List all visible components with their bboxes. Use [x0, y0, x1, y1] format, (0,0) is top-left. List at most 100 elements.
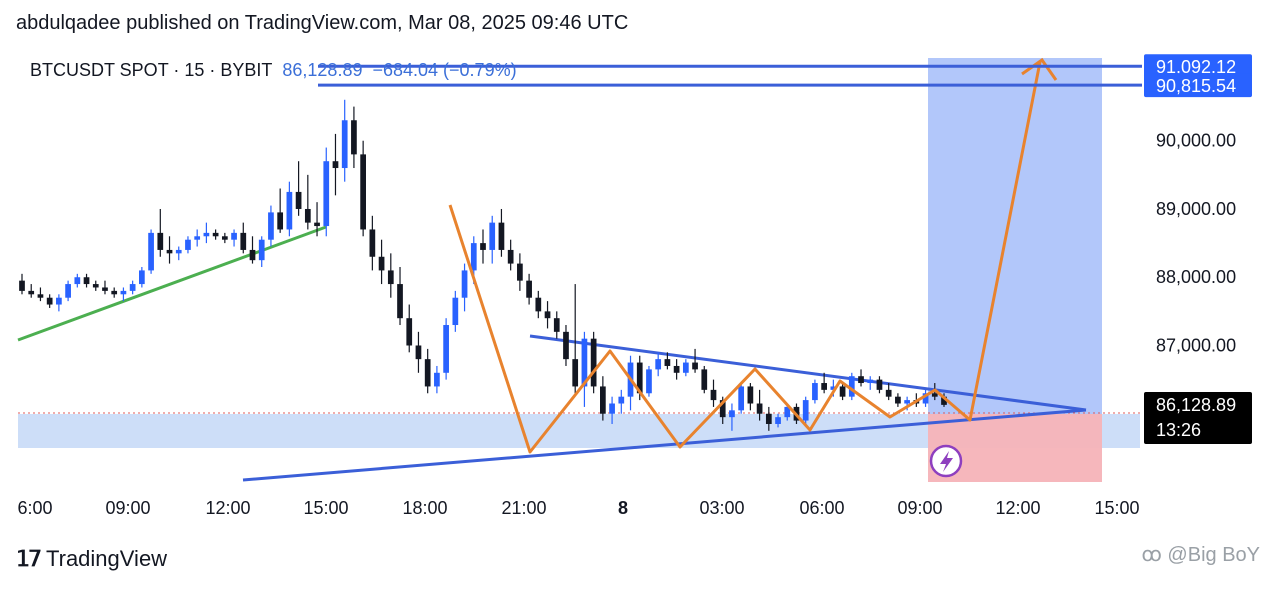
candle	[876, 376, 883, 394]
candle	[203, 222, 210, 244]
y-tick-label: 89,000.00	[1156, 199, 1236, 219]
x-tick-label: 12:00	[205, 498, 250, 518]
candle	[129, 280, 136, 295]
candle-body	[876, 379, 883, 390]
candle	[240, 222, 247, 254]
candle	[664, 352, 671, 370]
candle	[37, 287, 44, 302]
support-trendline	[17, 225, 327, 342]
candle-body	[157, 232, 164, 250]
candle	[655, 352, 662, 377]
candle	[166, 236, 173, 264]
candle-body	[102, 287, 108, 291]
candle-body	[461, 270, 468, 298]
pattern-projection-path	[448, 61, 1042, 454]
candle	[286, 181, 293, 237]
candle	[378, 239, 385, 285]
x-tick-label: 12:00	[995, 498, 1040, 518]
candle	[885, 383, 892, 401]
y-tick-label: 90,000.00	[1156, 131, 1236, 151]
candle	[397, 267, 403, 326]
target-zone	[928, 58, 1102, 414]
candle	[74, 273, 81, 288]
candle-body	[378, 256, 385, 271]
candle	[148, 229, 154, 274]
candle-body	[646, 369, 652, 394]
candle	[369, 215, 376, 271]
candle	[535, 290, 542, 319]
price-label: 91,092.12	[1156, 57, 1236, 77]
x-tick-label: 21:00	[501, 498, 546, 518]
symbol-change: −684.04 (−0.79%)	[372, 60, 517, 80]
price-label: 86,128.89	[1156, 395, 1236, 415]
candle	[83, 273, 90, 288]
candle	[738, 383, 745, 414]
candle	[139, 267, 145, 288]
candle-body	[148, 232, 154, 271]
x-tick-label: 18:00	[402, 498, 447, 518]
candle-body	[572, 359, 579, 387]
candle	[553, 311, 560, 339]
candle-body	[83, 277, 90, 285]
candle	[848, 372, 855, 401]
candle	[895, 393, 901, 407]
candle-body	[28, 290, 35, 295]
candle-body	[526, 280, 532, 298]
price-label: 90,815.54	[1156, 76, 1236, 96]
candle-body	[701, 369, 708, 390]
candle	[304, 174, 311, 230]
candle	[268, 205, 274, 247]
candle	[600, 376, 606, 421]
candle	[406, 304, 413, 353]
x-tick-label: 15:00	[1094, 498, 1139, 518]
candle	[581, 331, 588, 407]
candle-body	[268, 212, 274, 240]
candle	[111, 287, 118, 298]
candle	[56, 294, 62, 312]
candle	[729, 403, 735, 431]
candle	[194, 229, 201, 247]
candle	[461, 263, 468, 312]
x-tick-label: 15:00	[303, 498, 348, 518]
tradingview-logo[interactable]: 𝟣𝟩 TradingView	[16, 546, 167, 572]
candle	[563, 325, 569, 366]
candle-body	[581, 338, 588, 387]
candle-body	[120, 290, 127, 295]
candle-body	[858, 376, 864, 384]
candle	[480, 229, 486, 264]
candle-body	[304, 208, 311, 223]
candle-body	[74, 277, 81, 285]
candle	[157, 208, 164, 257]
candle-body	[738, 386, 745, 411]
candle	[28, 284, 35, 298]
price-label-box	[1144, 54, 1252, 79]
candle-body	[166, 249, 173, 254]
candle-body	[618, 396, 625, 404]
candle-body	[295, 191, 302, 209]
candle	[673, 359, 680, 380]
candle-body	[600, 386, 606, 414]
candle-body	[111, 290, 118, 295]
candle-body	[360, 154, 366, 230]
candle-body	[802, 400, 809, 421]
candle	[231, 229, 237, 247]
candle	[19, 273, 25, 295]
candle	[489, 215, 496, 264]
candle	[775, 413, 781, 428]
candle-body	[19, 280, 25, 291]
candle-body	[507, 249, 514, 264]
candle	[517, 253, 523, 291]
candle-body	[839, 386, 846, 397]
candle	[434, 365, 440, 394]
watermark: ꝏ @Big BoY	[1141, 544, 1261, 566]
candle-body	[895, 396, 901, 404]
candle	[387, 253, 394, 298]
x-tick-label: 8	[618, 498, 628, 518]
candle-body	[498, 222, 505, 250]
y-tick-label: 87,000.00	[1156, 335, 1236, 355]
candle-body	[286, 191, 293, 230]
candle	[765, 406, 772, 431]
candle-body	[517, 263, 523, 281]
